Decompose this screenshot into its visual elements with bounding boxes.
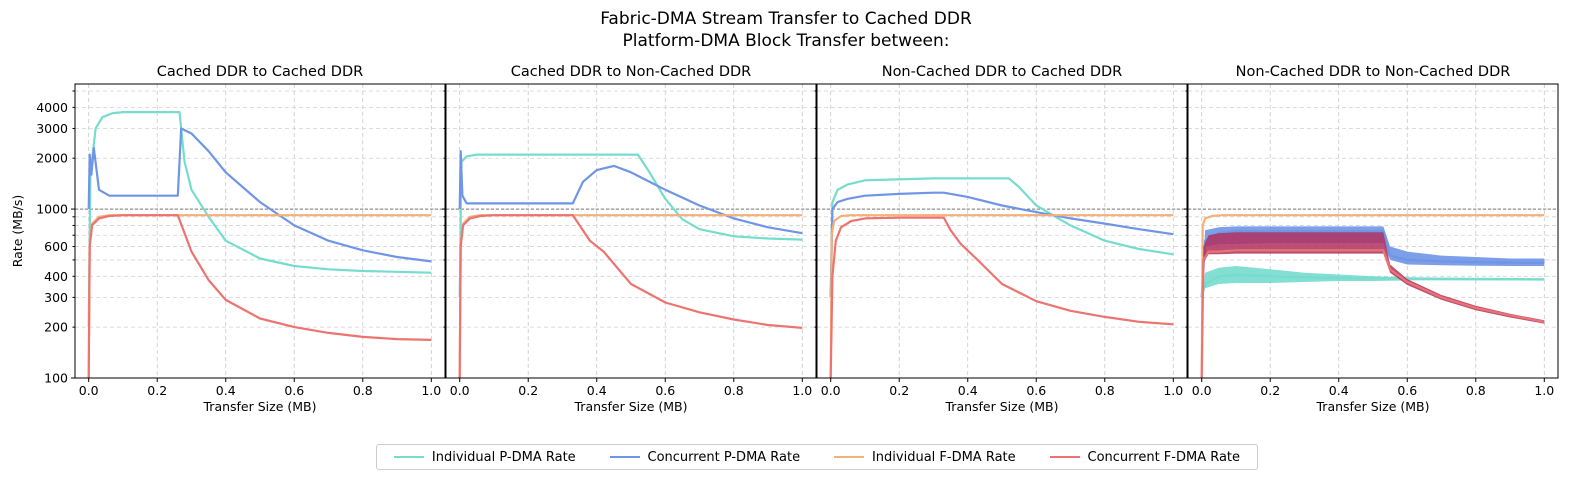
plot-frame xyxy=(1187,83,1559,379)
y-tick-label: 600 xyxy=(44,239,68,254)
legend-label: Individual P-DMA Rate xyxy=(431,449,576,465)
y-tick-label: 3000 xyxy=(36,121,68,136)
legend-swatch xyxy=(393,456,424,458)
x-tick-label: 0.4 xyxy=(958,383,978,398)
y-tick-label: 400 xyxy=(44,269,68,284)
legend-label: Concurrent F-DMA Rate xyxy=(1087,449,1241,465)
x-tick-label: 0.8 xyxy=(1095,383,1115,398)
x-tick-label: 0.8 xyxy=(353,383,373,398)
series-line xyxy=(458,150,803,235)
x-tick-label: 0.6 xyxy=(1397,383,1417,398)
panel-title: Cached DDR to Non-Cached DDR xyxy=(511,64,752,80)
series-line xyxy=(829,214,1174,378)
panel-title: Cached DDR to Cached DDR xyxy=(157,64,363,80)
series-group xyxy=(87,111,432,378)
legend-label: Concurrent P-DMA Rate xyxy=(647,449,801,465)
series-line xyxy=(458,153,803,298)
x-tick-label: 1.0 xyxy=(421,383,441,398)
series-line xyxy=(829,191,1174,298)
series-line xyxy=(1200,230,1545,298)
legend-label: Individual F-DMA Rate xyxy=(871,449,1016,465)
series-line xyxy=(458,214,803,378)
series-band xyxy=(1201,232,1545,378)
x-tick-label: 0.0 xyxy=(821,383,841,398)
series-line xyxy=(87,214,432,378)
plot-frame xyxy=(74,83,446,379)
series-band xyxy=(1201,266,1545,298)
x-tick-label: 1.0 xyxy=(1163,383,1183,398)
x-tick-label: 0.6 xyxy=(655,383,675,398)
figure-title-line-1: Fabric-DMA Stream Transfer to Cached DDR xyxy=(600,9,972,29)
series-line xyxy=(829,177,1174,298)
x-tick-label: 0.4 xyxy=(1329,383,1349,398)
x-tick-label: 0.0 xyxy=(450,383,470,398)
x-tick-label: 0.8 xyxy=(1466,383,1486,398)
legend-swatch xyxy=(1049,456,1080,458)
y-tick-label: 1000 xyxy=(36,202,68,217)
y-tick-label: 100 xyxy=(44,371,68,386)
plot-frame xyxy=(816,83,1188,379)
series-line xyxy=(458,214,803,378)
x-tick-label: 0.2 xyxy=(889,383,909,398)
x-tick-label: 0.4 xyxy=(216,383,236,398)
x-tick-label: 0.2 xyxy=(147,383,167,398)
legend-swatch xyxy=(609,456,640,458)
series-group xyxy=(458,150,803,378)
x-tick-label: 0.4 xyxy=(587,383,607,398)
series-line xyxy=(1200,273,1545,298)
legend-item: Individual P-DMA Rate xyxy=(393,449,576,465)
series-line xyxy=(87,214,432,378)
x-tick-label: 0.0 xyxy=(79,383,99,398)
x-axis-label: Transfer Size (MB) xyxy=(574,399,688,414)
x-tick-label: 1.0 xyxy=(1534,383,1554,398)
y-tick-label: 200 xyxy=(44,320,68,335)
panel-title: Non-Cached DDR to Non-Cached DDR xyxy=(1236,64,1511,80)
series-group xyxy=(829,177,1174,378)
panel-title: Non-Cached DDR to Cached DDR xyxy=(882,64,1123,80)
x-tick-label: 0.6 xyxy=(1026,383,1046,398)
legend-item: Individual F-DMA Rate xyxy=(833,449,1016,465)
legend: Individual P-DMA Rate Concurrent P-DMA R… xyxy=(376,444,1258,470)
x-axis-label: Transfer Size (MB) xyxy=(1316,399,1430,414)
x-tick-label: 0.6 xyxy=(284,383,304,398)
series-line xyxy=(1200,249,1545,378)
y-tick-label: 300 xyxy=(44,290,68,305)
x-tick-label: 0.2 xyxy=(1260,383,1280,398)
series-group xyxy=(1200,214,1545,378)
legend-swatch xyxy=(833,456,864,458)
figure-title-line-2: Platform-DMA Block Transfer between: xyxy=(622,31,950,51)
series-line xyxy=(1200,214,1545,378)
legend-item: Concurrent F-DMA Rate xyxy=(1049,449,1241,465)
series-line xyxy=(87,111,432,328)
x-tick-label: 0.8 xyxy=(724,383,744,398)
legend-item: Concurrent P-DMA Rate xyxy=(609,449,801,465)
y-tick-label: 2000 xyxy=(36,151,68,166)
y-axis-label: Rate (MB/s) xyxy=(10,195,25,267)
x-tick-label: 0.0 xyxy=(1192,383,1212,398)
y-tick-label: 4000 xyxy=(36,100,68,115)
x-axis-label: Transfer Size (MB) xyxy=(945,399,1059,414)
x-tick-label: 0.2 xyxy=(518,383,538,398)
x-tick-label: 1.0 xyxy=(792,383,812,398)
figure-canvas: 0.0 0.2 0.4 0.6 0.8 1.0 Transfer Size (MB) 100 2… xyxy=(10,64,1559,414)
plot-frame xyxy=(445,83,817,379)
series-line xyxy=(829,216,1174,378)
x-axis-label: Transfer Size (MB) xyxy=(203,399,317,414)
series-line xyxy=(87,127,432,263)
